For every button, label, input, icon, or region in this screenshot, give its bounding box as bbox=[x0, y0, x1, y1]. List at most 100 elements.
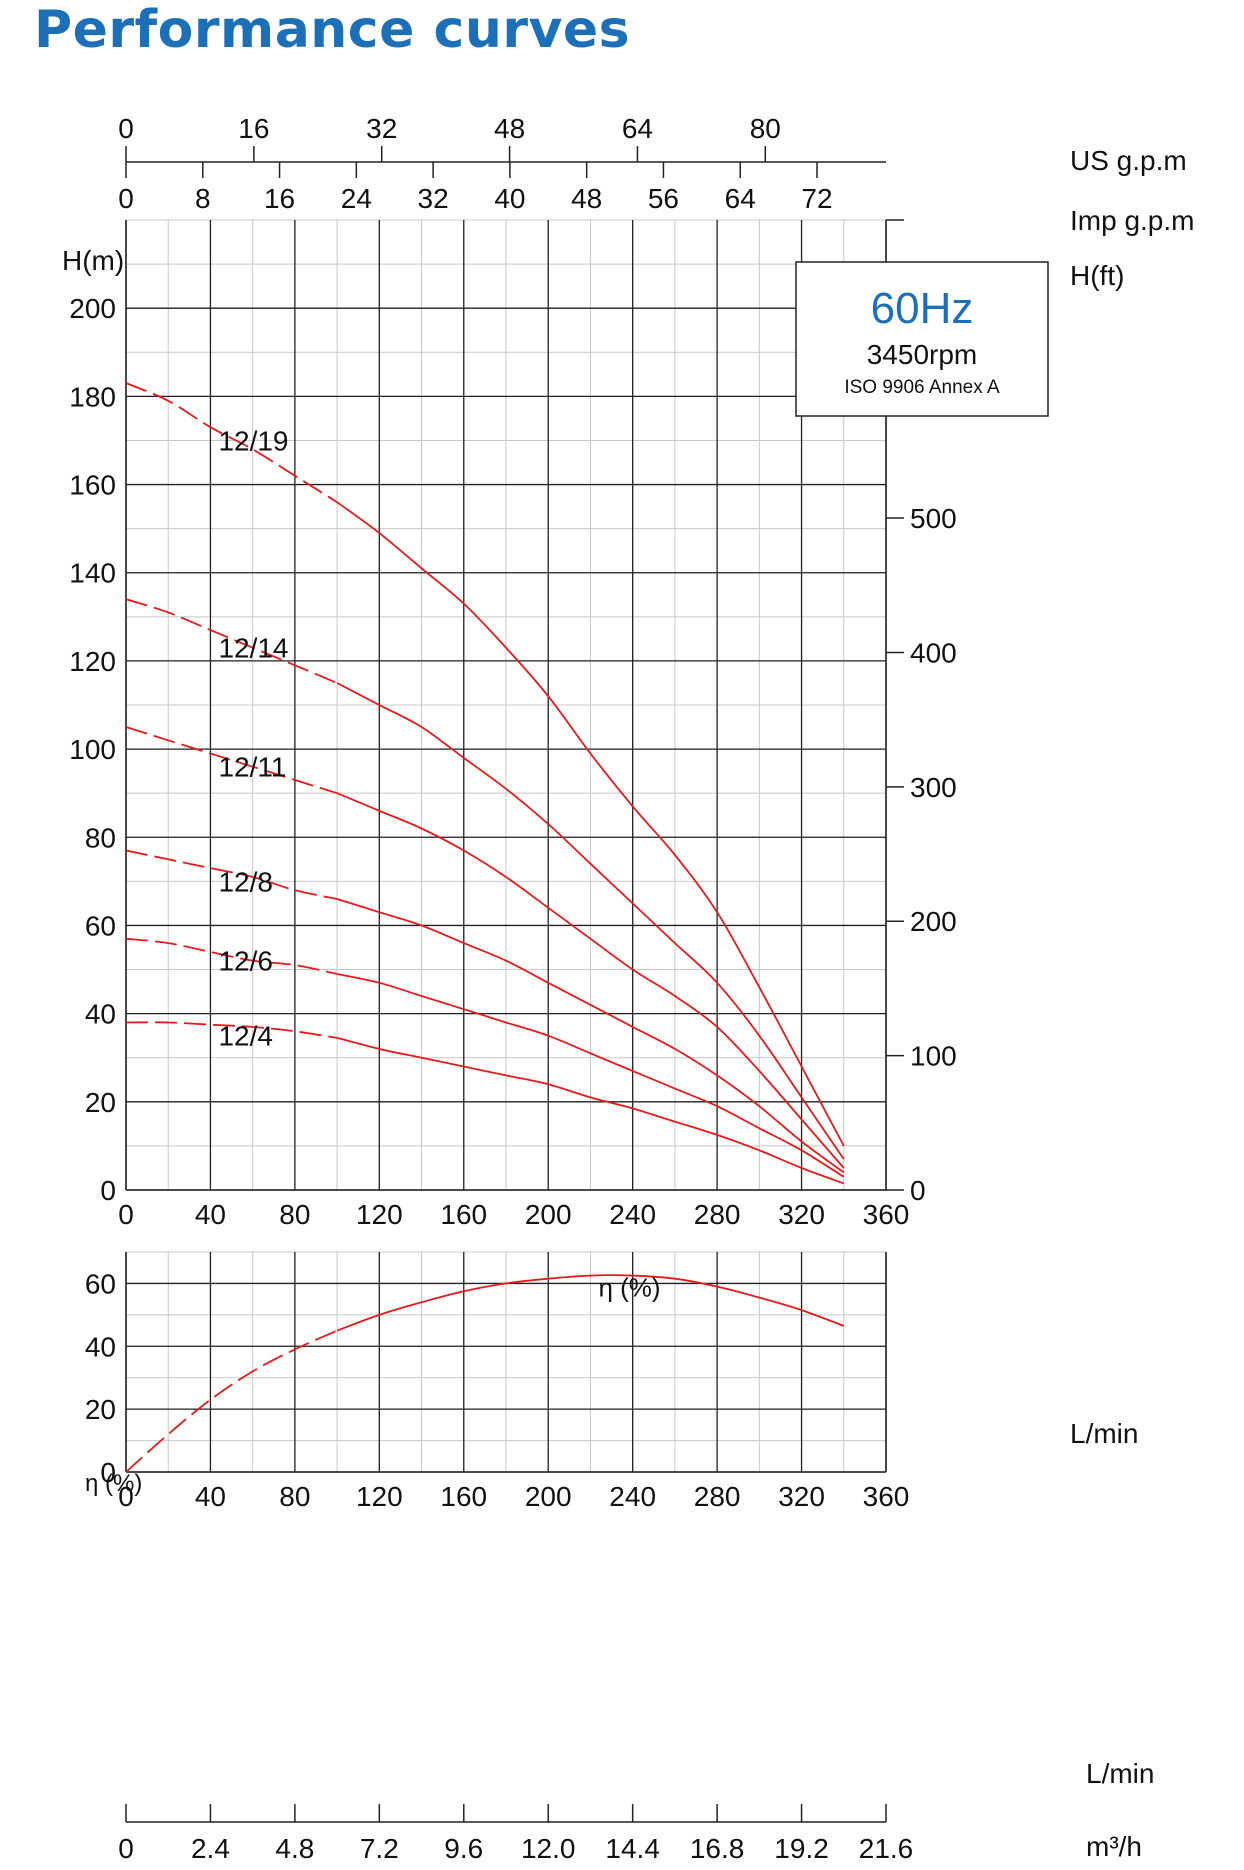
imp-gpm-tick-label: 32 bbox=[418, 183, 449, 214]
imp-gpm-tick-label: 48 bbox=[571, 183, 602, 214]
imp-gpm-tick-label: 40 bbox=[494, 183, 525, 214]
gpm-axes: 0 16 32 48 64 80 0 8 16 24 32 40 48 56 64 72 bbox=[118, 113, 886, 214]
us-gpm-tick-label: 0 bbox=[118, 113, 134, 144]
ft-tick-label: 0 bbox=[910, 1175, 926, 1206]
series-label: 12/11 bbox=[218, 752, 286, 783]
m3h-unit-label: m³/h bbox=[1086, 1831, 1142, 1862]
us-gpm-tick-label: 16 bbox=[238, 113, 269, 144]
curve---dashed bbox=[125, 1329, 338, 1473]
x-tick-label: 80 bbox=[279, 1481, 310, 1512]
x-tick-label: 120 bbox=[356, 1199, 403, 1230]
curve-12-19-dashed bbox=[125, 382, 338, 503]
curve-12-4 bbox=[336, 1037, 845, 1185]
imp-gpm-tick-label: 0 bbox=[118, 183, 134, 214]
curve-12-11-dashed bbox=[125, 726, 338, 795]
badge-standard: ISO 9906 Annex A bbox=[844, 377, 1000, 398]
curve-12-6 bbox=[336, 973, 845, 1178]
imp-gpm-tick-label: 24 bbox=[341, 183, 372, 214]
x-tick-label: 200 bbox=[525, 1199, 572, 1230]
y-tick-label: 20 bbox=[85, 1087, 116, 1118]
frequency-badge: 60Hz 3450rpm ISO 9906 Annex A bbox=[795, 261, 1049, 417]
imp-gpm-tick-label: 16 bbox=[264, 183, 295, 214]
x-tick-label: 360 bbox=[863, 1481, 910, 1512]
m3h-tick-label: 14.4 bbox=[605, 1833, 660, 1864]
eff-unit-label: η (%) bbox=[85, 1470, 142, 1497]
x-tick-label: 160 bbox=[440, 1199, 487, 1230]
m3h-tick-label: 19.2 bbox=[774, 1833, 829, 1864]
imp-gpm-tick-label: 64 bbox=[725, 183, 756, 214]
head-right-unit-label: H(ft) bbox=[1070, 260, 1124, 291]
series-label: 12/8 bbox=[218, 866, 273, 897]
m3h-tick-label: 16.8 bbox=[690, 1833, 745, 1864]
us-gpm-unit-label: US g.p.m bbox=[1070, 145, 1187, 176]
imp-gpm-unit-label: Imp g.p.m bbox=[1070, 205, 1194, 236]
y-tick-label: 80 bbox=[85, 822, 116, 853]
curve-- bbox=[336, 1274, 845, 1332]
m3h-tick-label: 21.6 bbox=[859, 1833, 914, 1864]
ft-tick-label: 500 bbox=[910, 503, 957, 534]
m3h-tick-label: 7.2 bbox=[360, 1833, 399, 1864]
x-tick-label: 40 bbox=[195, 1481, 226, 1512]
imp-gpm-tick-label: 56 bbox=[648, 183, 679, 214]
x-tick-label: 200 bbox=[525, 1481, 572, 1512]
x-tick-label: 40 bbox=[195, 1199, 226, 1230]
page-title: Performance curves bbox=[34, 0, 631, 60]
series-label: 12/14 bbox=[218, 633, 288, 664]
flow-unit-label: L/min bbox=[1070, 1418, 1138, 1449]
m3h-tick-label: 0 bbox=[118, 1833, 134, 1864]
y-tick-label: 200 bbox=[69, 293, 116, 324]
y-tick-label: 160 bbox=[69, 470, 116, 501]
y-tick-label: 60 bbox=[85, 910, 116, 941]
curve-12-4-dashed bbox=[125, 1021, 338, 1039]
series-label: 12/19 bbox=[218, 425, 288, 456]
m3h-tick-label: 9.6 bbox=[444, 1833, 483, 1864]
x-tick-label: 0 bbox=[118, 1199, 134, 1230]
y-tick-label: 120 bbox=[69, 646, 116, 677]
ft-tick-label: 200 bbox=[910, 906, 957, 937]
imp-gpm-tick-label: 8 bbox=[195, 183, 211, 214]
head-left-unit-label: H(m) bbox=[62, 245, 124, 276]
curve-12-14-dashed bbox=[125, 598, 338, 684]
efficiency-plot: 0 40 80 120 160 200 240 280 320 360 0 20 40 60 η (%) bbox=[85, 1251, 910, 1512]
curve-12-8-dashed bbox=[125, 849, 338, 900]
y-tick-label: 40 bbox=[85, 1331, 116, 1362]
us-gpm-tick-label: 32 bbox=[366, 113, 397, 144]
series-label: 12/4 bbox=[218, 1021, 273, 1052]
imp-gpm-tick-label: 72 bbox=[801, 183, 832, 214]
y-tick-label: 20 bbox=[85, 1394, 116, 1425]
y-tick-label: 0 bbox=[100, 1457, 116, 1488]
curve-12-14 bbox=[336, 682, 845, 1160]
us-gpm-tick-label: 80 bbox=[750, 113, 781, 144]
m3h-tick-label: 12.0 bbox=[521, 1833, 576, 1864]
curve-12-6-dashed bbox=[125, 937, 338, 975]
curve-12-11 bbox=[336, 792, 845, 1169]
y-tick-label: 40 bbox=[85, 999, 116, 1030]
ft-tick-label: 400 bbox=[910, 637, 957, 668]
y-tick-label: 100 bbox=[69, 734, 116, 765]
flow-eff-unit-label: L/min bbox=[1086, 1758, 1154, 1789]
series-label: 12/6 bbox=[218, 946, 273, 977]
x-tick-label: 280 bbox=[694, 1481, 741, 1512]
y-tick-label: 140 bbox=[69, 558, 116, 589]
curve-12-19 bbox=[336, 501, 845, 1147]
x-tick-label: 320 bbox=[778, 1199, 825, 1230]
curve-12-8 bbox=[336, 898, 845, 1174]
x-tick-label: 0 bbox=[118, 1481, 134, 1512]
us-gpm-tick-label: 64 bbox=[622, 113, 653, 144]
y-tick-label: 60 bbox=[85, 1268, 116, 1299]
x-tick-label: 120 bbox=[356, 1481, 403, 1512]
x-tick-label: 360 bbox=[863, 1199, 910, 1230]
ft-tick-label: 100 bbox=[910, 1041, 957, 1072]
m3h-axis: 0 2.4 4.8 7.2 9.6 12.0 14.4 16.8 19.2 21.6 bbox=[118, 1804, 913, 1864]
x-tick-label: 240 bbox=[609, 1481, 656, 1512]
head-plot: 0 40 80 120 160 200 240 280 320 36002040608010012… bbox=[69, 219, 957, 1230]
x-tick-label: 280 bbox=[694, 1199, 741, 1230]
series-label: η (%) bbox=[598, 1273, 660, 1303]
ft-tick-label: 300 bbox=[910, 772, 957, 803]
y-tick-label: 0 bbox=[100, 1175, 116, 1206]
badge-speed: 3450rpm bbox=[867, 339, 978, 370]
us-gpm-tick-label: 48 bbox=[494, 113, 525, 144]
x-tick-label: 240 bbox=[609, 1199, 656, 1230]
y-tick-label: 180 bbox=[69, 381, 116, 412]
